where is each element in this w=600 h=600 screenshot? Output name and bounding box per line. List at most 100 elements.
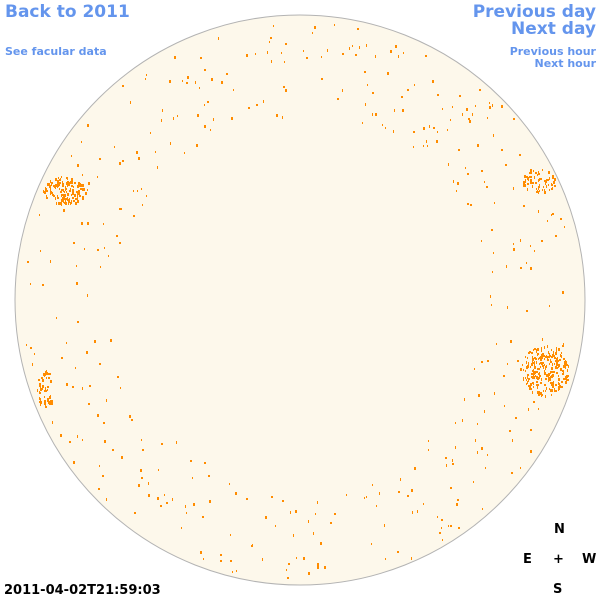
facula-speck	[39, 397, 40, 400]
facula-speck	[100, 266, 101, 268]
next-day-link[interactable]: Next day	[511, 19, 596, 39]
facula-speck	[436, 140, 438, 143]
facula-speck	[74, 182, 76, 184]
facula-speck	[73, 189, 74, 192]
facula-speck	[86, 351, 88, 354]
facula-speck	[539, 377, 540, 379]
facula-speck	[190, 460, 192, 462]
facula-speck	[541, 378, 542, 381]
facula-speck	[94, 340, 96, 343]
facula-speck	[48, 373, 50, 375]
facula-speck	[565, 376, 566, 378]
facula-speck	[417, 510, 418, 513]
facula-speck	[526, 379, 527, 381]
facula-speck	[506, 265, 507, 268]
facula-speck	[77, 199, 78, 202]
facula-speck	[46, 370, 47, 373]
facula-speck	[64, 197, 65, 200]
facula-speck	[45, 406, 47, 408]
facula-speck	[563, 371, 564, 374]
facula-speck	[82, 174, 83, 176]
facula-speck	[544, 370, 545, 372]
facula-speck	[226, 73, 228, 75]
facula-speck	[270, 37, 272, 39]
facula-speck	[376, 505, 377, 507]
facula-speck	[97, 176, 98, 178]
facula-speck	[62, 189, 64, 191]
facula-speck	[313, 532, 314, 535]
previous-hour-link[interactable]: Previous hour	[509, 45, 596, 58]
facula-speck	[57, 183, 58, 186]
facula-speck	[197, 114, 199, 117]
facula-speck	[47, 386, 49, 388]
facula-speck	[545, 390, 546, 392]
facula-speck	[46, 190, 48, 192]
facula-speck	[520, 368, 522, 371]
facula-speck	[157, 497, 159, 500]
facula-speck	[161, 119, 162, 122]
facula-speck	[554, 185, 556, 187]
facula-speck	[544, 347, 545, 349]
facula-speck	[72, 181, 73, 184]
facula-speck	[532, 182, 534, 184]
facula-speck	[523, 181, 525, 184]
see-facular-data-link[interactable]: See facular data	[5, 45, 107, 58]
facula-speck	[37, 389, 38, 392]
facula-speck	[481, 361, 483, 363]
facula-speck	[457, 499, 459, 501]
facula-speck	[552, 177, 554, 179]
facular-regions	[26, 24, 569, 579]
facula-speck	[507, 363, 508, 365]
facula-speck	[541, 363, 543, 365]
facula-speck	[558, 382, 559, 384]
facula-speck	[530, 179, 532, 181]
facula-speck	[138, 157, 140, 160]
facula-speck	[283, 86, 285, 88]
facula-speck	[558, 375, 559, 377]
facula-speck	[565, 381, 567, 384]
facula-speck	[452, 459, 453, 462]
back-to-year-link[interactable]: Back to 2011	[5, 2, 130, 22]
facula-speck	[563, 378, 564, 380]
facula-speck	[487, 454, 488, 456]
facula-speck	[213, 118, 214, 121]
facula-speck	[82, 189, 84, 191]
facula-speck	[366, 496, 367, 498]
facula-speck	[116, 235, 118, 237]
facula-speck	[428, 440, 429, 442]
facula-speck	[546, 365, 547, 368]
facula-speck	[27, 261, 29, 263]
facula-speck	[61, 357, 63, 359]
facula-speck	[317, 501, 318, 504]
facula-speck	[82, 196, 84, 198]
facula-speck	[102, 475, 104, 477]
facula-speck	[364, 71, 366, 73]
facula-speck	[44, 191, 46, 194]
facula-speck	[170, 142, 171, 145]
facula-speck	[68, 200, 70, 203]
facula-speck	[174, 56, 176, 59]
compass-north-label: N	[554, 522, 565, 537]
facula-speck	[425, 55, 427, 57]
facula-speck	[308, 520, 309, 523]
facula-speck	[271, 60, 272, 63]
facula-speck	[528, 378, 530, 380]
previous-day-link[interactable]: Previous day	[472, 2, 596, 22]
facula-speck	[204, 69, 206, 71]
facula-speck	[439, 532, 441, 534]
facula-speck	[181, 527, 182, 529]
facula-speck	[562, 373, 564, 375]
facula-speck	[203, 558, 204, 560]
facula-speck	[195, 81, 196, 84]
facula-speck	[548, 179, 549, 181]
facula-speck	[82, 439, 83, 441]
facula-speck	[112, 449, 114, 451]
facula-speck	[47, 399, 49, 402]
facula-speck	[72, 386, 74, 388]
facula-speck	[544, 384, 546, 386]
facula-speck	[534, 357, 536, 359]
facula-speck	[38, 379, 40, 381]
facula-speck	[543, 355, 545, 357]
facula-speck	[492, 271, 493, 273]
next-hour-link[interactable]: Next hour	[534, 57, 597, 70]
